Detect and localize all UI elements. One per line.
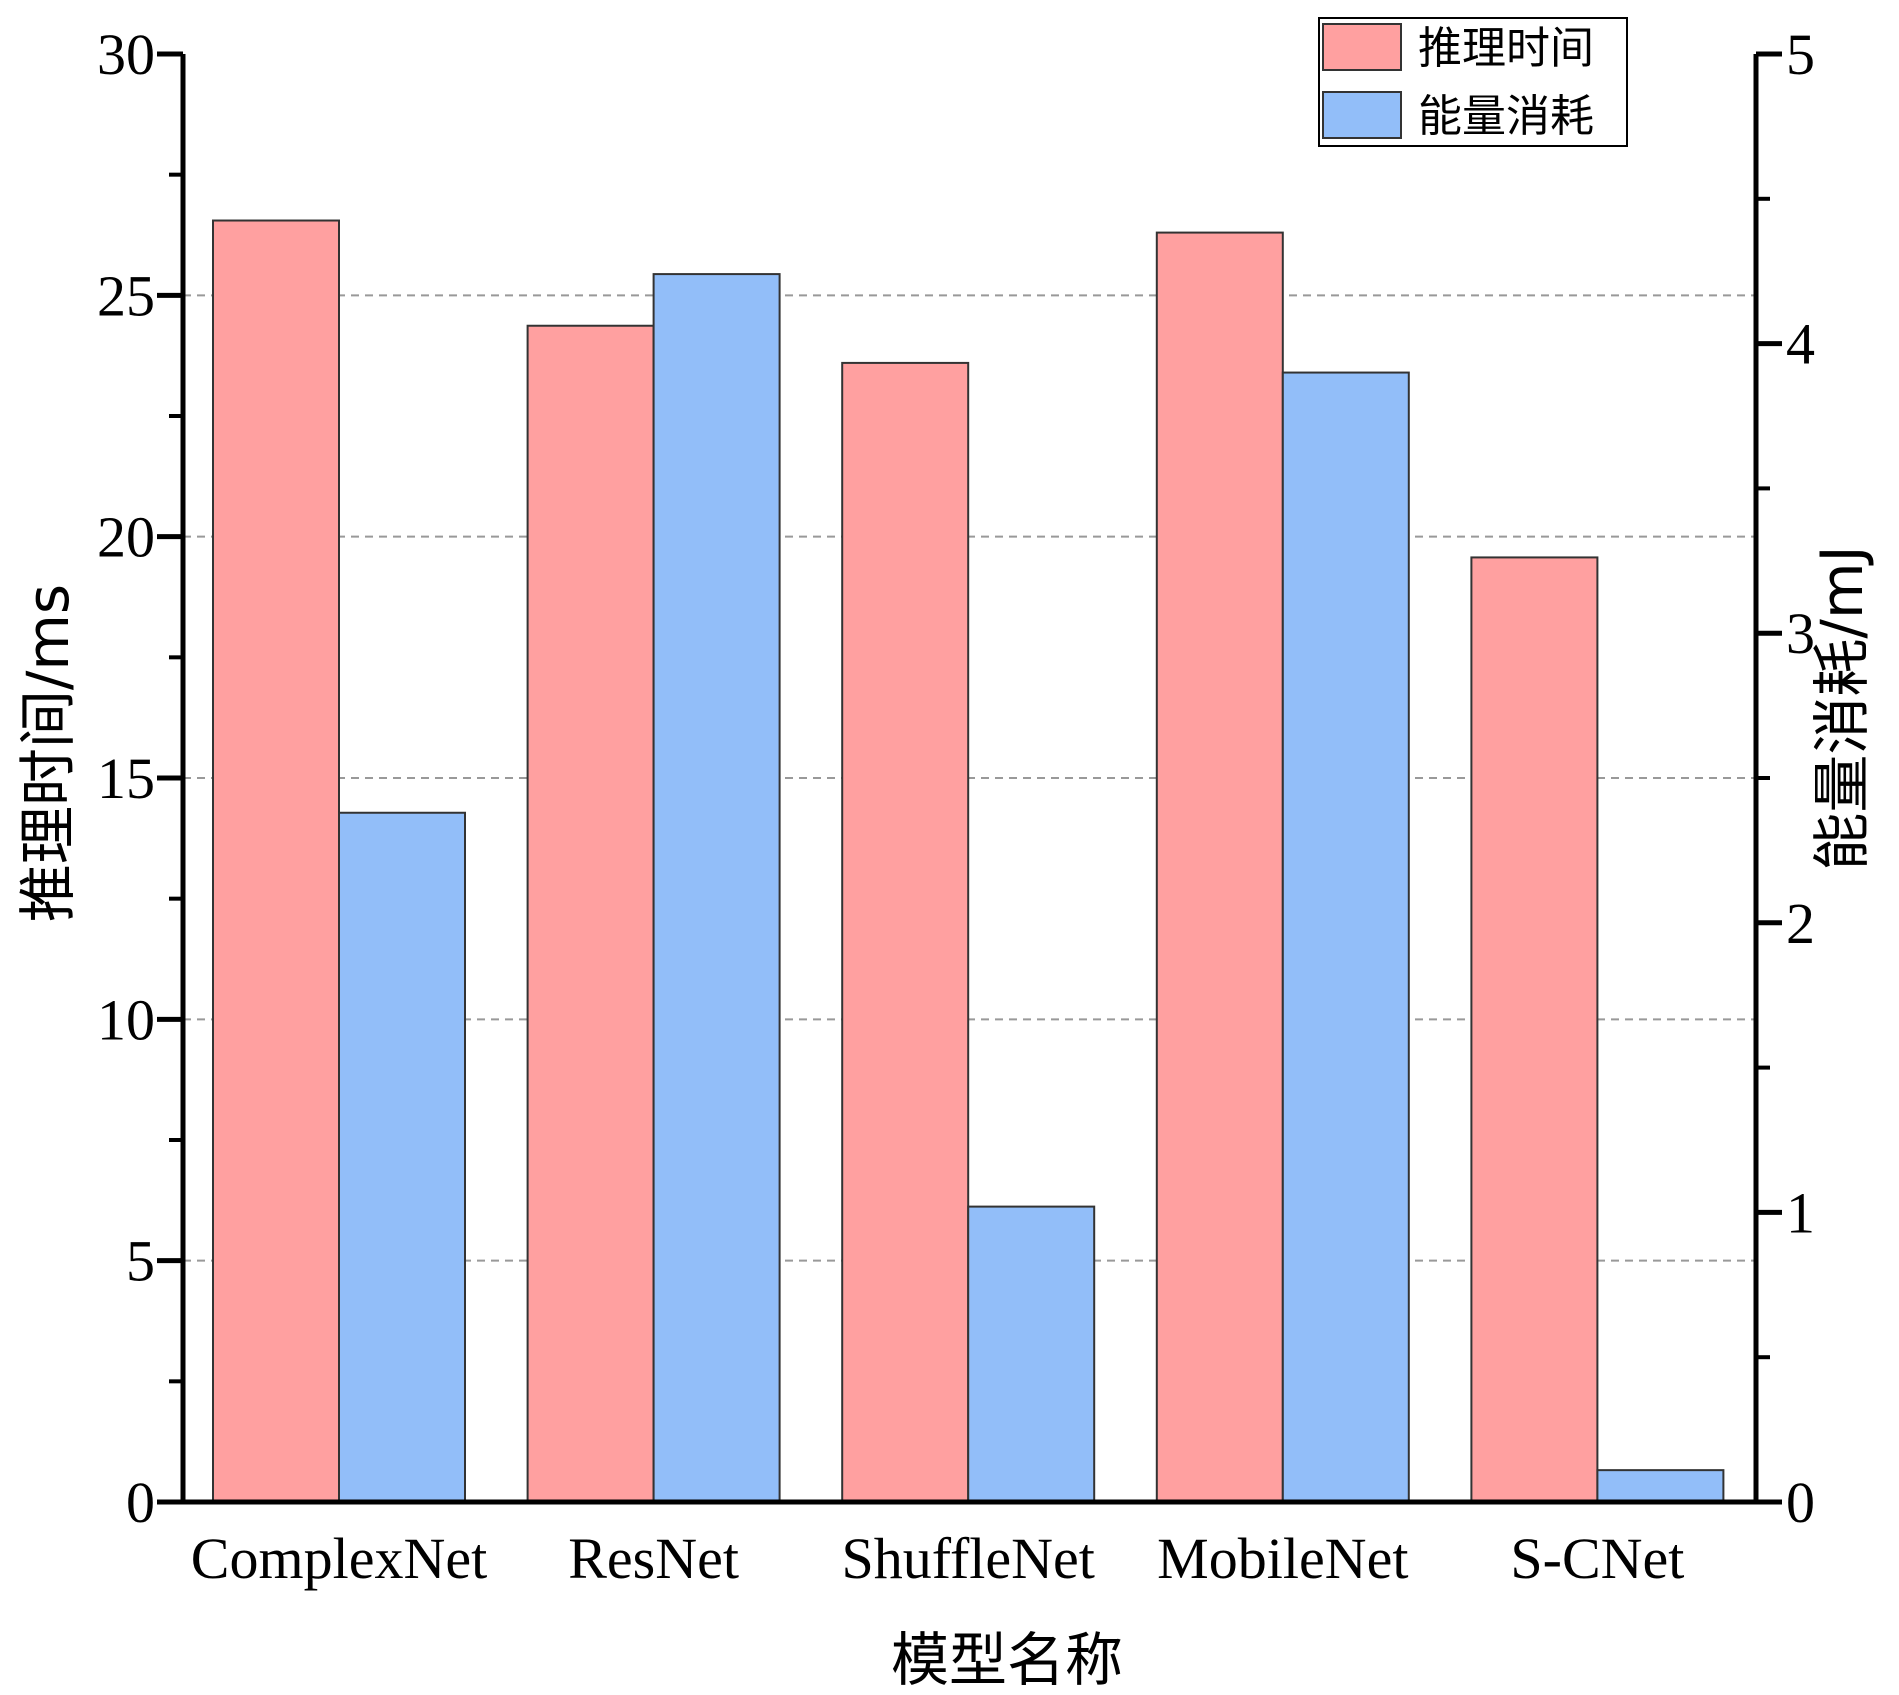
x-tick-label: S-CNet [1510, 1526, 1684, 1591]
legend-label-energy: 能量消耗 [1418, 91, 1594, 142]
bar-energy-s-cnet [1596, 1469, 1725, 1504]
x-axis-title: 模型名称 [891, 1626, 1123, 1694]
legend-swatch-energy [1322, 91, 1402, 139]
y-tick-label: 5 [126, 1229, 155, 1294]
tick-labels: ComplexNet ResNet ShuffleNet MobileNet S-CNe… [97, 22, 1815, 1591]
legend-label-inference-time: 推理时间 [1418, 23, 1594, 74]
bar-inference-time-complexnet [212, 219, 340, 1503]
y-tick-label: 10 [97, 987, 155, 1052]
y2-tick-label: 3 [1786, 601, 1815, 666]
bars [212, 219, 1725, 1504]
bar-inference-time-mobilenet [1155, 231, 1284, 1503]
bar-energy-mobilenet [1281, 371, 1410, 1503]
legend-swatch-inference-time [1322, 23, 1402, 71]
y2-tick-label: 2 [1786, 891, 1815, 956]
x-tick-label: ShuffleNet [841, 1526, 1094, 1591]
legend: 推理时间 能量消耗 [1318, 17, 1628, 147]
y-tick-label: 25 [97, 263, 155, 328]
x-tick-label: ResNet [568, 1526, 739, 1591]
bar-energy-resnet [652, 273, 781, 1504]
bar-inference-time-resnet [526, 324, 655, 1503]
y-tick-label: 30 [97, 22, 155, 87]
bar-energy-shufflenet [967, 1205, 1096, 1504]
y-tick-label: 15 [97, 746, 155, 811]
y2-tick-label: 5 [1786, 22, 1815, 87]
x-tick-label: MobileNet [1157, 1526, 1408, 1591]
x-tick-label: ComplexNet [191, 1526, 487, 1591]
bar-inference-time-shufflenet [841, 361, 970, 1504]
bar-inference-time-s-cnet [1470, 556, 1599, 1503]
y2-tick-label: 4 [1786, 312, 1815, 377]
y2-tick-label: 1 [1786, 1180, 1815, 1245]
axes [157, 51, 1782, 1505]
y-axis-title: 推理时间/ms [14, 584, 82, 922]
y-tick-label: 0 [126, 1470, 155, 1535]
bar-energy-complexnet [338, 811, 466, 1503]
y2-axis-title: 能量消耗/mJ [1808, 545, 1876, 870]
y-tick-label: 20 [97, 505, 155, 570]
y2-tick-label: 0 [1786, 1470, 1815, 1535]
